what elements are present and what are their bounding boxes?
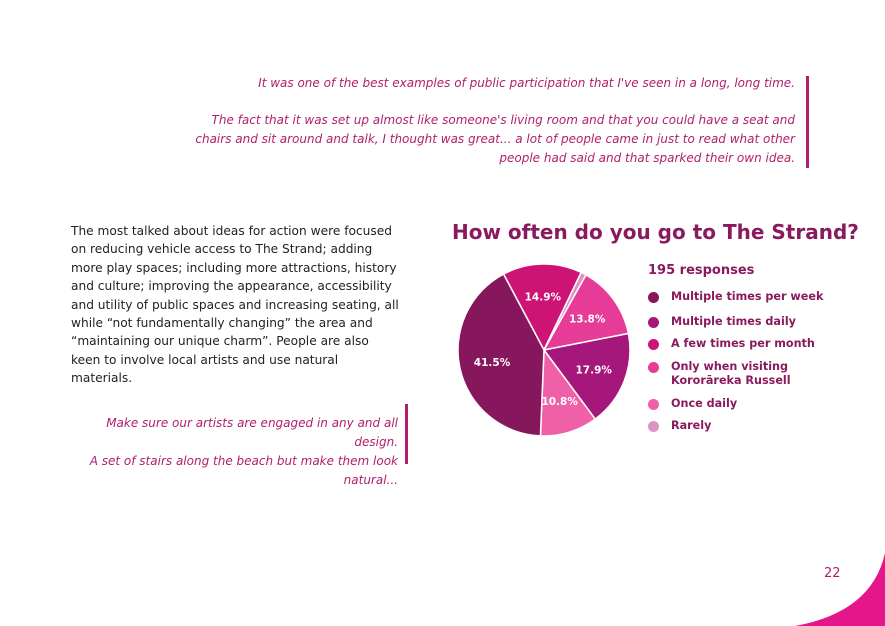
chart-title: How often do you go to The Strand? <box>452 220 859 244</box>
legend-label: Multiple times daily <box>671 315 796 328</box>
pie-slice <box>542 273 630 352</box>
page-number: 22 <box>824 566 841 581</box>
top-quote: It was one of the best examples of publi… <box>175 74 795 186</box>
legend-swatch <box>648 292 659 303</box>
response-count: 195 responses <box>648 263 755 278</box>
pie-slice <box>502 263 583 352</box>
left-quote-bar <box>405 404 408 464</box>
body-paragraph: The most talked about ideas for action w… <box>71 224 399 386</box>
top-quote-bar <box>806 76 809 168</box>
left-quote-line-1: Make sure our artists are engaged in any… <box>106 416 398 449</box>
pie-slice <box>457 273 545 437</box>
legend-swatch <box>648 317 659 328</box>
legend-item: Multiple times per week <box>648 290 823 304</box>
pie-slice-label: 14.9% <box>525 292 562 304</box>
legend-label: Only when visiting Kororāreka Russell <box>671 360 791 387</box>
left-quote: Make sure our artists are engaged in any… <box>60 414 398 490</box>
legend-label: Rarely <box>671 419 712 432</box>
pie-chart: 14.9% 13.8% 17.9% 10.8% 41.5% <box>457 263 631 437</box>
pie-slice <box>542 332 631 421</box>
pie-slice-label: 13.8% <box>569 314 606 326</box>
legend-swatch <box>648 399 659 410</box>
legend-swatch <box>648 421 659 432</box>
legend-label: Multiple times per week <box>671 290 824 303</box>
legend-label: Once daily <box>671 397 738 410</box>
legend-item: Rarely <box>648 419 711 433</box>
legend-item: Multiple times daily <box>648 315 796 329</box>
legend-item: Once daily <box>648 397 737 411</box>
legend-swatch <box>648 339 659 350</box>
legend-item: Only when visiting Kororāreka Russell <box>648 360 838 388</box>
top-quote-line-2: The fact that it was set up almost like … <box>195 113 795 165</box>
legend-item: A few times per month <box>648 337 815 351</box>
legend-label: A few times per month <box>671 337 815 350</box>
top-quote-line-1: It was one of the best examples of publi… <box>258 76 795 90</box>
legend-swatch <box>648 362 659 373</box>
left-quote-line-2: A set of stairs along the beach but make… <box>89 454 398 487</box>
pie-slice-label: 41.5% <box>474 357 511 369</box>
pie-slice-label: 17.9% <box>575 364 612 376</box>
pie-slice-label: 10.8% <box>541 396 578 408</box>
